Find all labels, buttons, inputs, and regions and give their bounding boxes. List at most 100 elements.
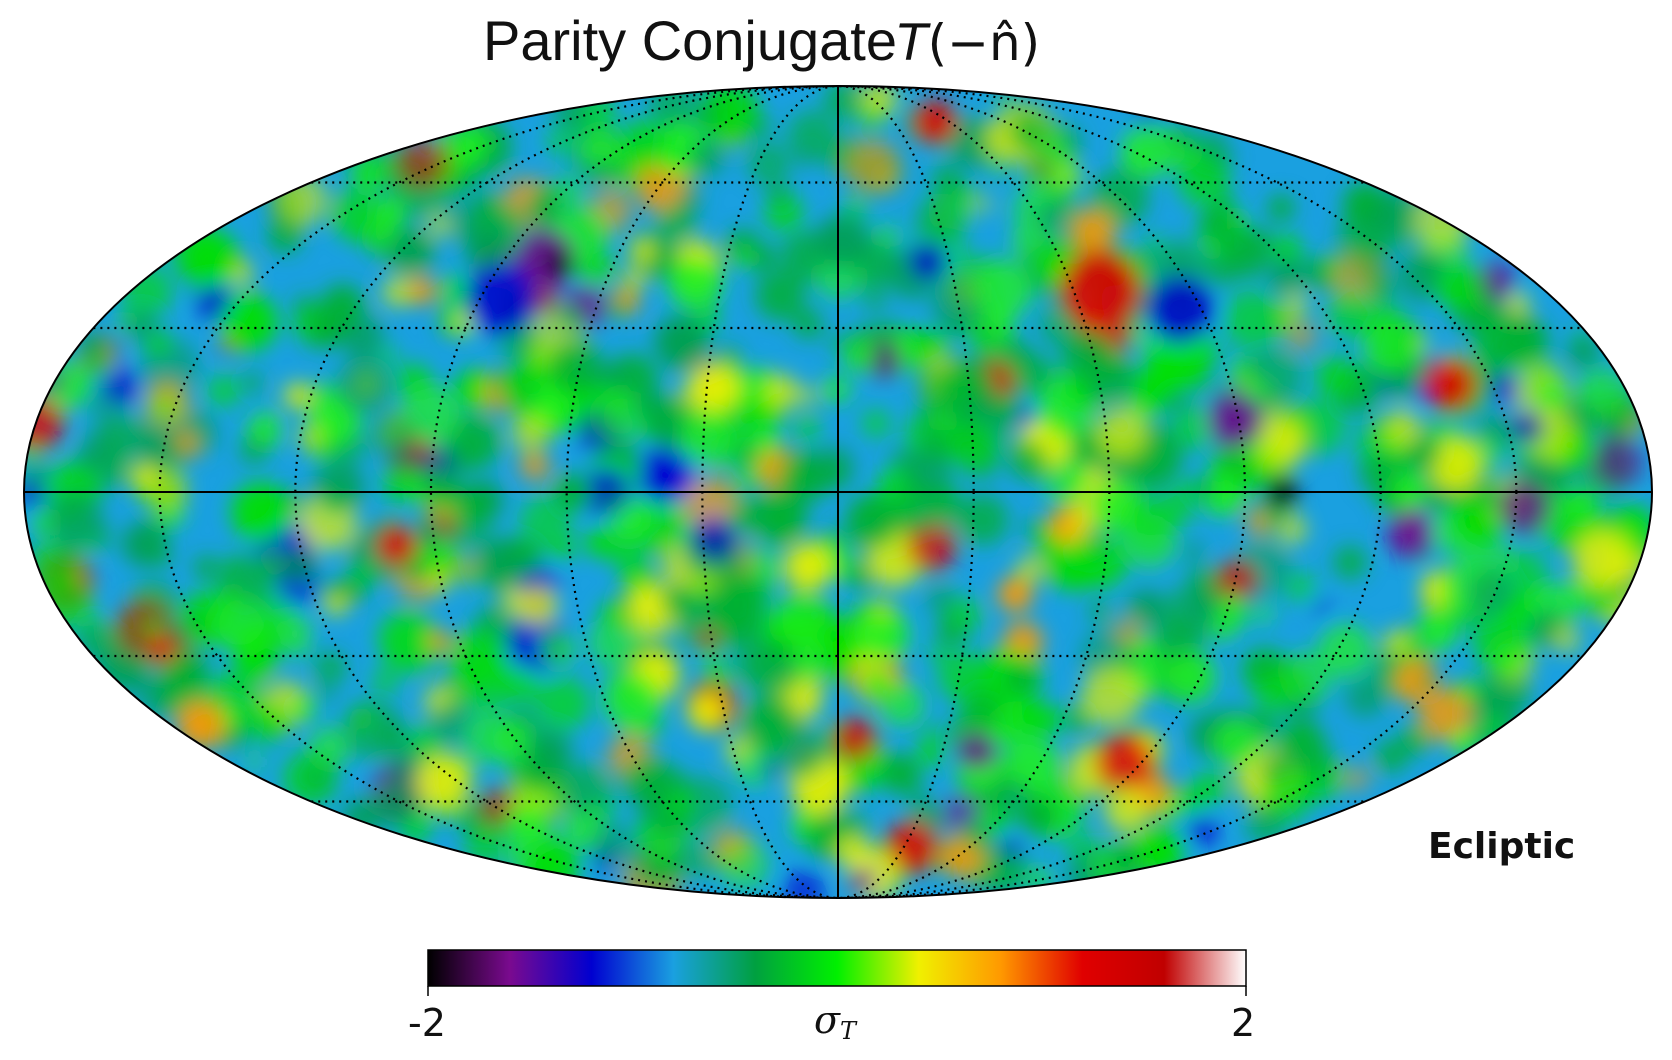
anomaly-blob (924, 583, 958, 616)
anomaly-blob (799, 661, 821, 682)
anomaly-blob (934, 615, 969, 650)
anomaly-blob (449, 630, 506, 686)
anomaly-blob (798, 387, 816, 405)
map-outline (23, 85, 1653, 899)
anomaly-blob (697, 628, 719, 650)
anomaly-blob (220, 293, 278, 351)
anomaly-blob (921, 329, 950, 358)
anomaly-blob (755, 270, 806, 321)
anomaly-blob (973, 260, 1033, 319)
anomaly-blob (181, 229, 240, 288)
anomaly-blob (909, 242, 948, 281)
anomaly-blob (24, 396, 64, 451)
anomaly-blob (794, 415, 821, 442)
anomaly-blob (57, 543, 76, 561)
anomaly-blob (879, 322, 900, 343)
anomaly-blob (591, 160, 613, 183)
anomaly-blob (84, 353, 110, 379)
anomaly-blob (1582, 579, 1621, 617)
anomaly-blob (880, 753, 921, 794)
anomaly-blob (340, 314, 384, 359)
anomaly-blob (125, 308, 159, 342)
anomaly-blob (736, 444, 760, 467)
anomaly-blob (1258, 424, 1304, 471)
anomaly-blob (1005, 109, 1051, 154)
anomaly-blob (875, 223, 899, 248)
anomaly-blob (1172, 405, 1217, 450)
anomaly-blob (823, 86, 863, 120)
anomaly-blob (101, 415, 143, 457)
anomaly-blob (836, 810, 869, 843)
anomaly-blob (1216, 595, 1251, 629)
anomaly-blob (767, 183, 792, 208)
anomaly-blob (380, 347, 398, 364)
anomaly-blob (211, 596, 269, 653)
anomaly-blob (1070, 209, 1116, 255)
anomaly-blob (1207, 133, 1224, 150)
anomaly-blob (734, 640, 785, 691)
anomaly-blob (1466, 568, 1514, 616)
anomaly-blob (516, 783, 534, 801)
anomaly-blob (325, 594, 347, 616)
anomaly-blob (1066, 510, 1097, 541)
anomaly-blob (815, 214, 870, 269)
anomaly-blob (1412, 360, 1429, 377)
anomaly-blob (1375, 740, 1408, 773)
anomaly-blob (1182, 540, 1206, 563)
anomaly-blob (144, 617, 166, 639)
anomaly-blob (292, 293, 316, 316)
anomaly-blob (408, 277, 436, 305)
anomaly-blob (555, 304, 584, 332)
anomaly-blob (166, 619, 194, 647)
anomaly-blob (501, 366, 539, 404)
anomaly-blob (605, 296, 630, 321)
anomaly-blob (1382, 408, 1421, 447)
anomaly-blob (1186, 567, 1207, 588)
anomaly-blob (1243, 379, 1266, 402)
anomaly-blob (861, 409, 891, 438)
anomaly-blob (790, 587, 808, 605)
anomaly-blob (313, 650, 347, 685)
anomaly-blob (660, 582, 697, 619)
anomaly-blob (921, 724, 944, 747)
anomaly-blob (1260, 756, 1287, 783)
colorbar (427, 949, 1247, 987)
anomaly-blob (1245, 804, 1287, 846)
anomaly-blob (836, 834, 871, 869)
anomaly-blob (376, 609, 436, 669)
anomaly-blob (687, 692, 726, 731)
anomaly-blob (164, 648, 209, 693)
anomaly-blob (871, 597, 894, 620)
anomaly-blob (1504, 550, 1548, 594)
anomaly-feature (546, 251, 574, 279)
anomaly-blob (618, 445, 640, 468)
anomaly-blob (1137, 251, 1155, 268)
anomaly-blob (668, 255, 723, 311)
anomaly-blob (313, 461, 365, 514)
anomaly-feature (376, 525, 416, 565)
anomaly-blob (783, 870, 825, 898)
anomaly-blob (464, 710, 517, 763)
anomaly-blob (425, 567, 452, 594)
anomaly-blob (150, 544, 174, 568)
anomaly-blob (547, 338, 603, 394)
anomaly-blob (1220, 227, 1271, 279)
anomaly-blob (321, 284, 365, 328)
anomaly-blob (1095, 732, 1154, 792)
anomaly-blob (637, 826, 656, 844)
anomaly-blob (1212, 718, 1261, 767)
anomaly-feature (1386, 511, 1434, 559)
anomaly-blob (937, 651, 989, 702)
anomaly-blob (634, 390, 667, 424)
anomaly-blob (1081, 666, 1142, 726)
anomaly-blob (151, 393, 179, 421)
anomaly-blob (241, 371, 264, 395)
anomaly-blob (397, 136, 449, 188)
anomaly-blob (1346, 767, 1369, 791)
anomaly-blob (751, 423, 781, 453)
anomaly-blob (860, 667, 892, 699)
anomaly-blob (421, 469, 463, 511)
anomaly-blob (457, 485, 494, 521)
anomaly-blob (991, 393, 1022, 424)
